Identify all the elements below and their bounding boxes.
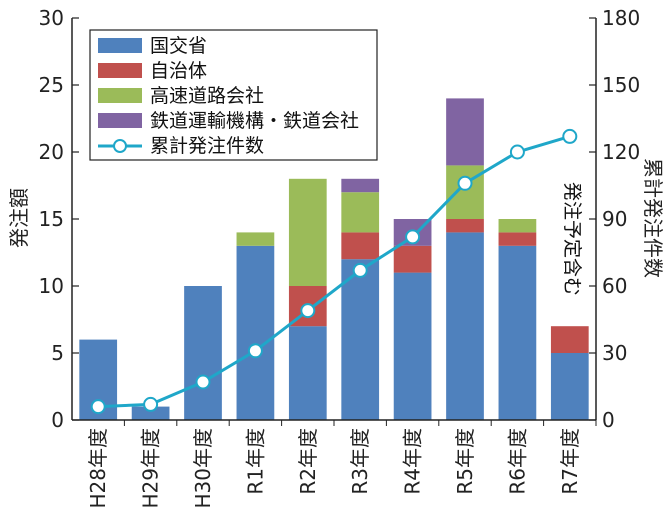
- legend-swatch-1: [98, 63, 142, 78]
- right-tick-label-3: 90: [602, 207, 627, 231]
- legend-swatch-2: [98, 88, 142, 103]
- right-tick-label-6: 180: [602, 6, 640, 30]
- bar-2-8: [498, 219, 537, 233]
- category-label-5: R3年度: [348, 428, 372, 495]
- bar-0-5: [341, 259, 380, 420]
- category-label-1: H29年度: [139, 428, 163, 509]
- legend-label-1: 自治体: [150, 60, 207, 82]
- right-tick-label-1: 30: [602, 341, 627, 365]
- line-point-6: [405, 229, 421, 245]
- left-tick-label-2: 10: [39, 274, 64, 298]
- bar-1-8: [498, 232, 537, 246]
- line-point-9: [562, 128, 578, 144]
- cumulative-line-layer: [90, 128, 578, 415]
- right-tick-label-0: 0: [602, 408, 615, 432]
- legend: 国交省 自治体 高速道路会社 鉄道運輸機構・鉄道会社 累計発注件数: [89, 29, 378, 161]
- left-tick-label-1: 5: [51, 341, 64, 365]
- left-tick-label-4: 20: [39, 140, 64, 164]
- bar-1-7: [446, 219, 484, 233]
- right-tick-label-2: 60: [602, 274, 627, 298]
- category-label-8: R6年度: [505, 428, 529, 495]
- bar-0-8: [498, 245, 537, 420]
- left-tick-label-5: 25: [39, 73, 64, 97]
- bar-2-4: [288, 178, 327, 286]
- category-label-6: R4年度: [401, 428, 425, 495]
- bar-0-4: [288, 326, 327, 420]
- bar-0-6: [393, 272, 432, 420]
- legend-swatch-3: [98, 113, 142, 128]
- right-tick-label-5: 150: [602, 73, 640, 97]
- legend-label-3: 鉄道運輸機構・鉄道会社: [150, 110, 359, 132]
- left-tick-label-0: 0: [51, 408, 64, 432]
- bar-0-3: [236, 245, 275, 420]
- right-tick-label-4: 120: [602, 140, 640, 164]
- category-label-2: H30年度: [191, 428, 215, 509]
- bar-2-7: [446, 165, 484, 219]
- left-axis-ticks: 0 5 10 15 20 25 30: [39, 6, 79, 432]
- y-axis-label: 発注額: [7, 188, 31, 248]
- bar-1-5: [341, 232, 380, 260]
- bar-1-9: [550, 326, 589, 353]
- legend-label-line: 累計発注件数: [150, 135, 264, 157]
- legend-label-0: 国交省: [150, 35, 207, 57]
- category-label-4: R2年度: [296, 428, 320, 495]
- bar-1-6: [393, 245, 432, 273]
- bar-0-2: [184, 286, 222, 420]
- line-point-2: [195, 374, 211, 390]
- left-tick-label-3: 15: [39, 207, 64, 231]
- line-point-0: [90, 399, 106, 415]
- category-label-0: H28年度: [86, 428, 110, 509]
- line-point-8: [509, 144, 525, 160]
- legend-label-2: 高速道路会社: [150, 85, 264, 107]
- line-point-3: [247, 343, 263, 359]
- bar-2-3: [236, 232, 275, 246]
- bar-2-5: [341, 192, 380, 233]
- line-point-7: [457, 175, 473, 191]
- left-tick-label-6: 30: [39, 6, 64, 30]
- category-label-7: R5年度: [453, 428, 477, 495]
- legend-swatch-0: [98, 38, 142, 53]
- cumulative-line: [98, 134, 571, 409]
- category-label-9: R7年度: [558, 428, 582, 495]
- y2-axis-label: 累計発注件数: [641, 158, 665, 278]
- bar-0-7: [446, 232, 484, 420]
- bar-0-1: [131, 406, 170, 420]
- bars-layer: [79, 98, 589, 420]
- bar-3-7: [446, 98, 484, 166]
- category-labels: H28年度 H29年度 H30年度 R1年度 R2年度 R3年度 R4年度 R5年度 R6年度 R…: [86, 420, 597, 509]
- bar-3-5: [341, 178, 380, 193]
- legend-line-marker: [113, 139, 127, 153]
- line-point-4: [300, 303, 316, 319]
- line-point-5: [352, 262, 368, 278]
- category-label-3: R1年度: [243, 428, 267, 495]
- bar-0-9: [550, 353, 589, 420]
- annotation-label: 発注予定含む: [561, 182, 583, 296]
- line-point-1: [143, 396, 159, 412]
- right-axis-ticks: 0 30 60 90 120 150 180: [589, 6, 640, 432]
